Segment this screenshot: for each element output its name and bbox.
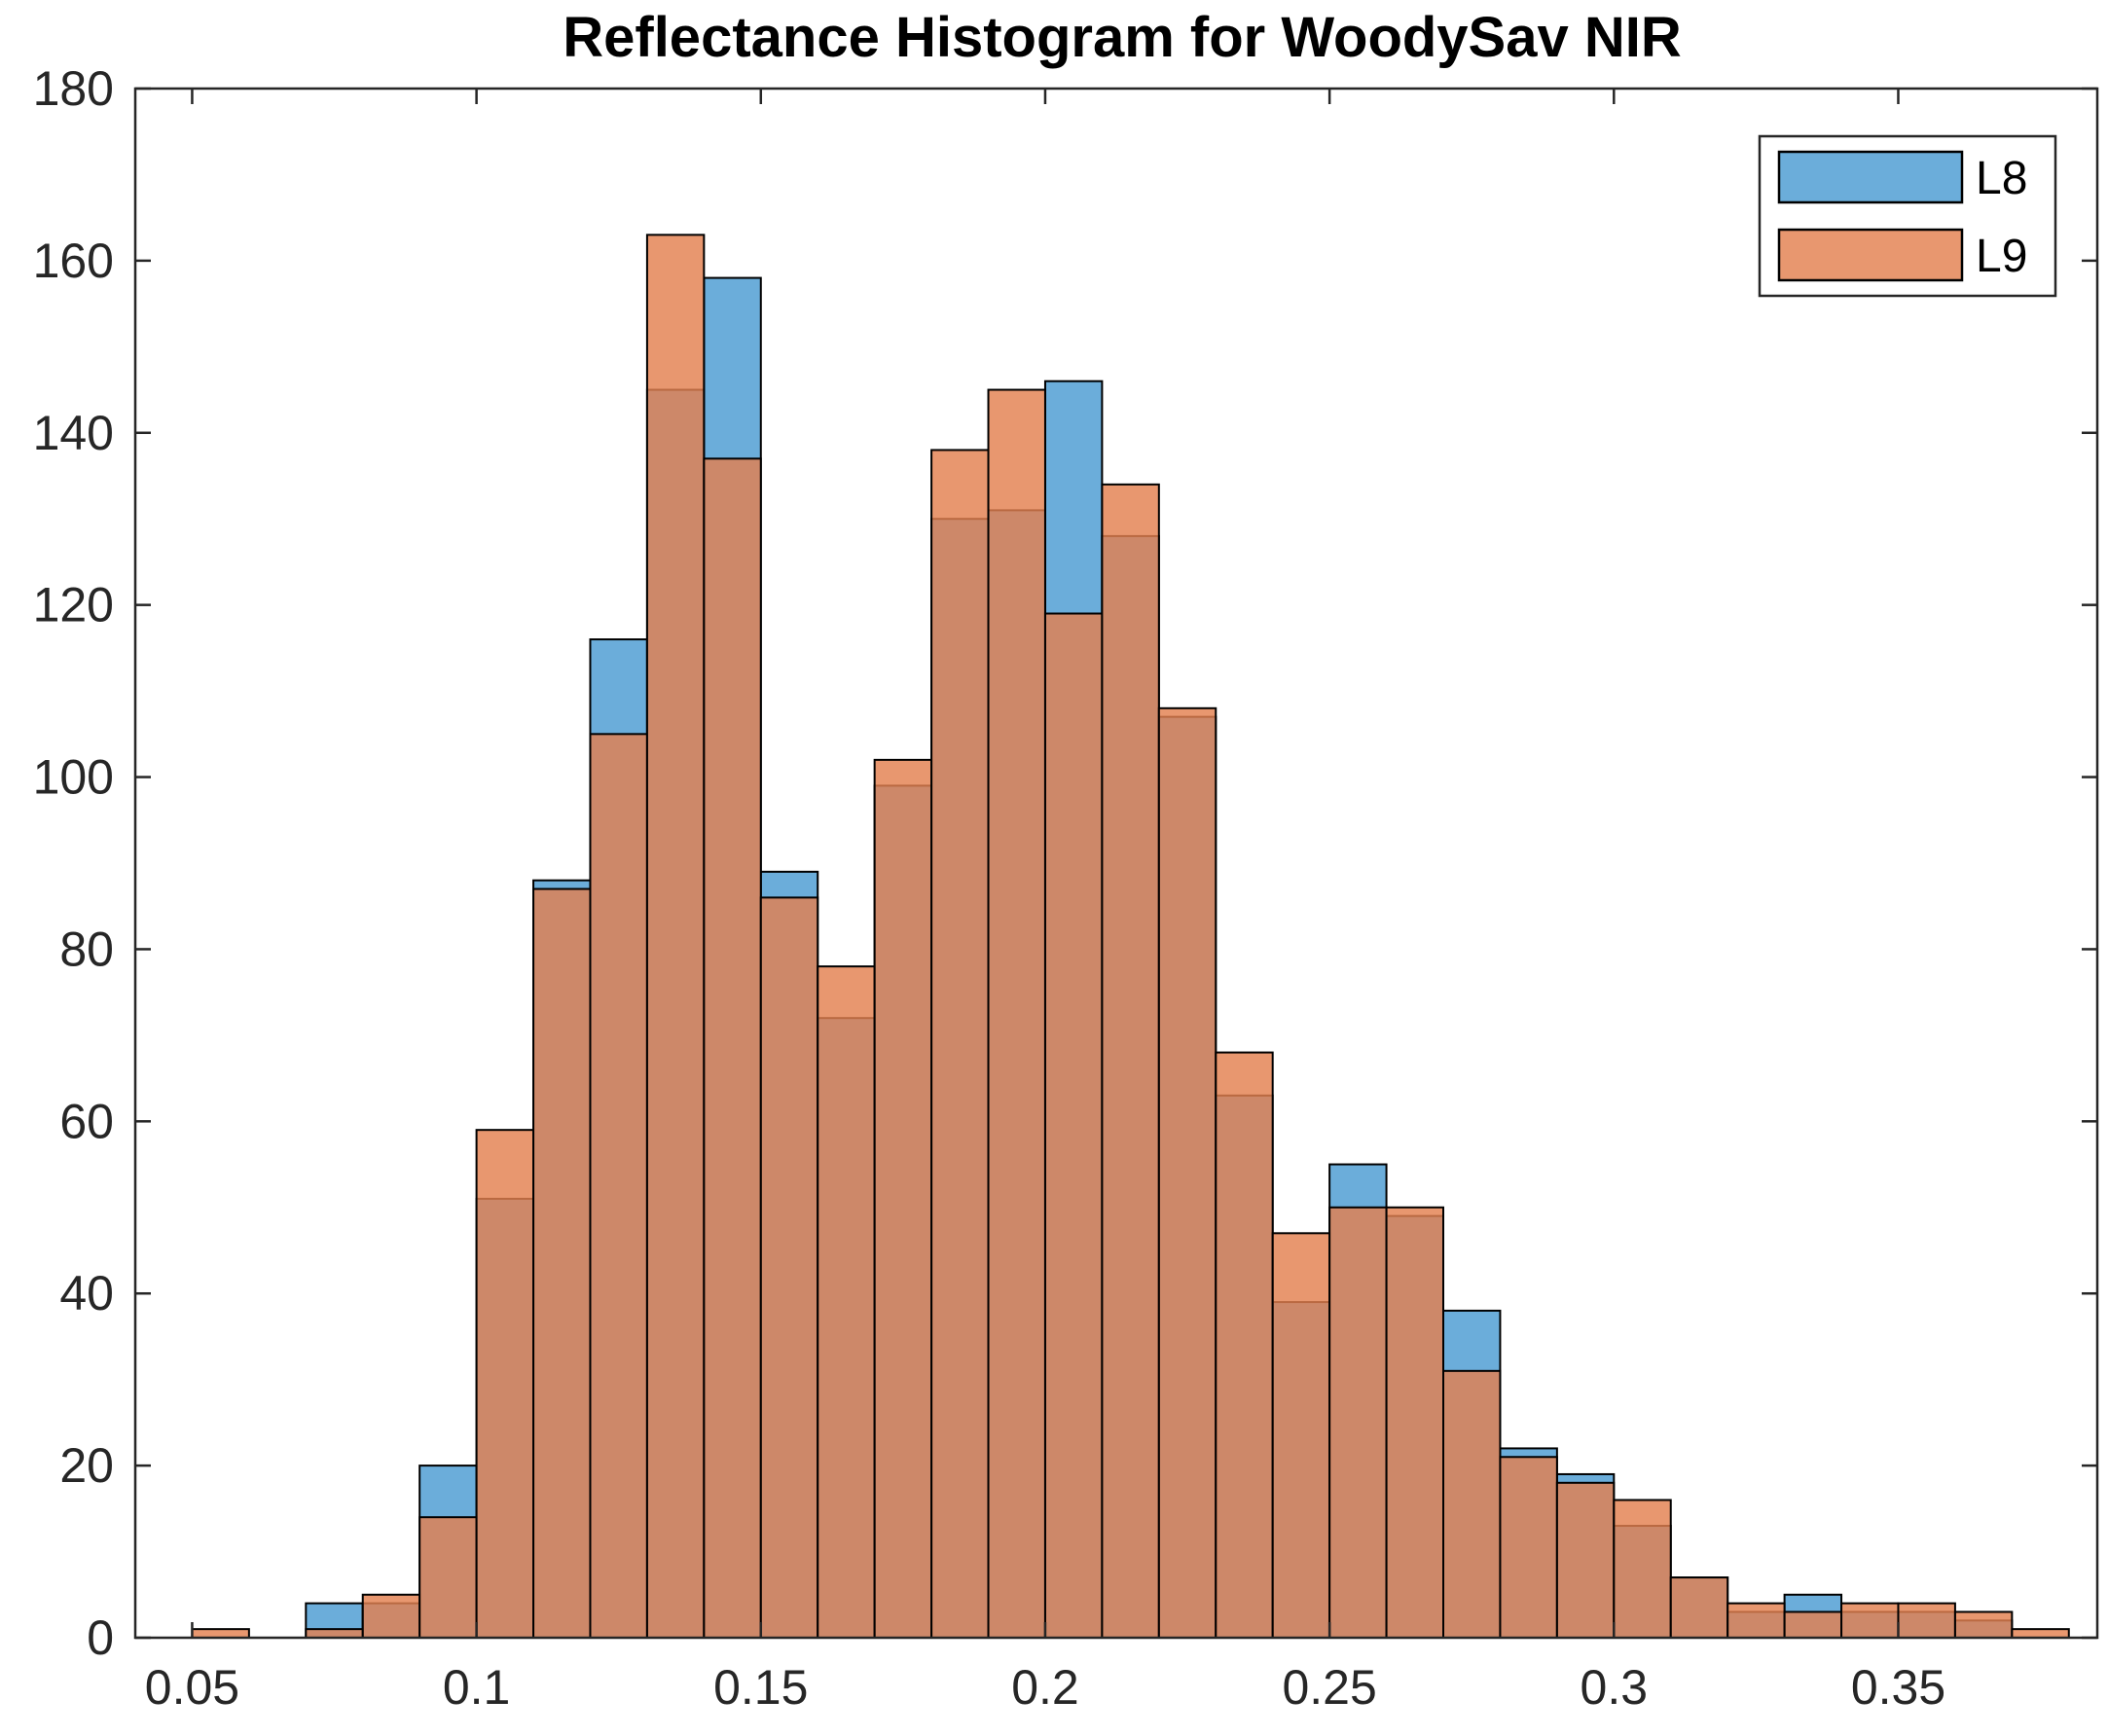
y-tick-label: 180	[33, 61, 114, 116]
bar-l9	[1215, 1051, 1274, 1639]
series-l9-bars	[191, 234, 2070, 1640]
bar-l9	[817, 965, 876, 1639]
bar-l9	[475, 1129, 535, 1639]
bar-l9	[987, 388, 1046, 1639]
x-tick-label: 0.25	[1282, 1660, 1376, 1715]
bar-l9	[361, 1593, 421, 1640]
y-tick-label: 140	[33, 406, 114, 460]
legend-label-l8: L8	[1976, 153, 2027, 204]
bar-l9	[645, 234, 706, 1639]
bar-l9	[418, 1516, 478, 1639]
chart-title: Reflectance Histogram for WoodySav NIR	[563, 6, 1682, 69]
x-tick-label: 0.2	[1011, 1660, 1079, 1715]
bar-l9	[1442, 1369, 1502, 1640]
x-tick-label: 0.15	[713, 1660, 808, 1715]
bar-l9	[1783, 1610, 1843, 1640]
y-tick-label: 160	[33, 234, 114, 288]
legend: L8 L9	[1758, 134, 2057, 298]
x-axis: 0.05 0.1 0.15 0.2 0.25 0.3 0.35	[145, 89, 1945, 1715]
bar-l9	[1840, 1602, 1900, 1639]
y-tick-label: 20	[59, 1438, 114, 1493]
legend-swatch-l9	[1777, 228, 1964, 282]
bar-l9	[1499, 1456, 1558, 1640]
bar-l9	[703, 457, 762, 1639]
bar-l9	[2011, 1628, 2070, 1639]
y-tick-label: 120	[33, 578, 114, 633]
bar-l9	[759, 896, 819, 1639]
bar-l9	[1726, 1602, 1786, 1639]
bar-l9	[1043, 612, 1104, 1639]
bar-l9	[873, 758, 933, 1639]
legend-swatch-l8	[1777, 150, 1964, 204]
bar-l9	[930, 449, 990, 1639]
bar-l9	[191, 1628, 250, 1639]
x-tick-label: 0.1	[443, 1660, 511, 1715]
bar-l9	[1271, 1232, 1331, 1640]
x-tick-label: 0.35	[1851, 1660, 1945, 1715]
y-axis: 0 20 40 60 80 100 120 140 160 180	[33, 61, 2097, 1665]
bar-l9	[1669, 1576, 1729, 1639]
bar-l9	[1385, 1206, 1444, 1640]
bar-l9	[589, 733, 648, 1639]
plot-area-frame	[133, 87, 2099, 1640]
y-tick-label: 80	[59, 922, 114, 976]
bar-l9	[532, 887, 592, 1639]
y-tick-label: 0	[87, 1610, 114, 1665]
y-tick-label: 100	[33, 750, 114, 805]
y-tick-label: 60	[59, 1094, 114, 1148]
bar-l9	[1157, 706, 1218, 1639]
bar-l9	[1328, 1206, 1388, 1640]
bar-l9	[1953, 1610, 2014, 1640]
bar-l9	[1897, 1602, 1956, 1639]
bar-l9	[1613, 1499, 1672, 1639]
x-tick-label: 0.05	[145, 1660, 239, 1715]
bar-l9	[305, 1628, 364, 1639]
y-tick-label: 40	[59, 1266, 114, 1320]
bar-l9	[1101, 483, 1160, 1639]
bar-l9	[1555, 1481, 1616, 1640]
x-tick-label: 0.3	[1581, 1660, 1649, 1715]
legend-label-l9: L9	[1976, 231, 2027, 282]
